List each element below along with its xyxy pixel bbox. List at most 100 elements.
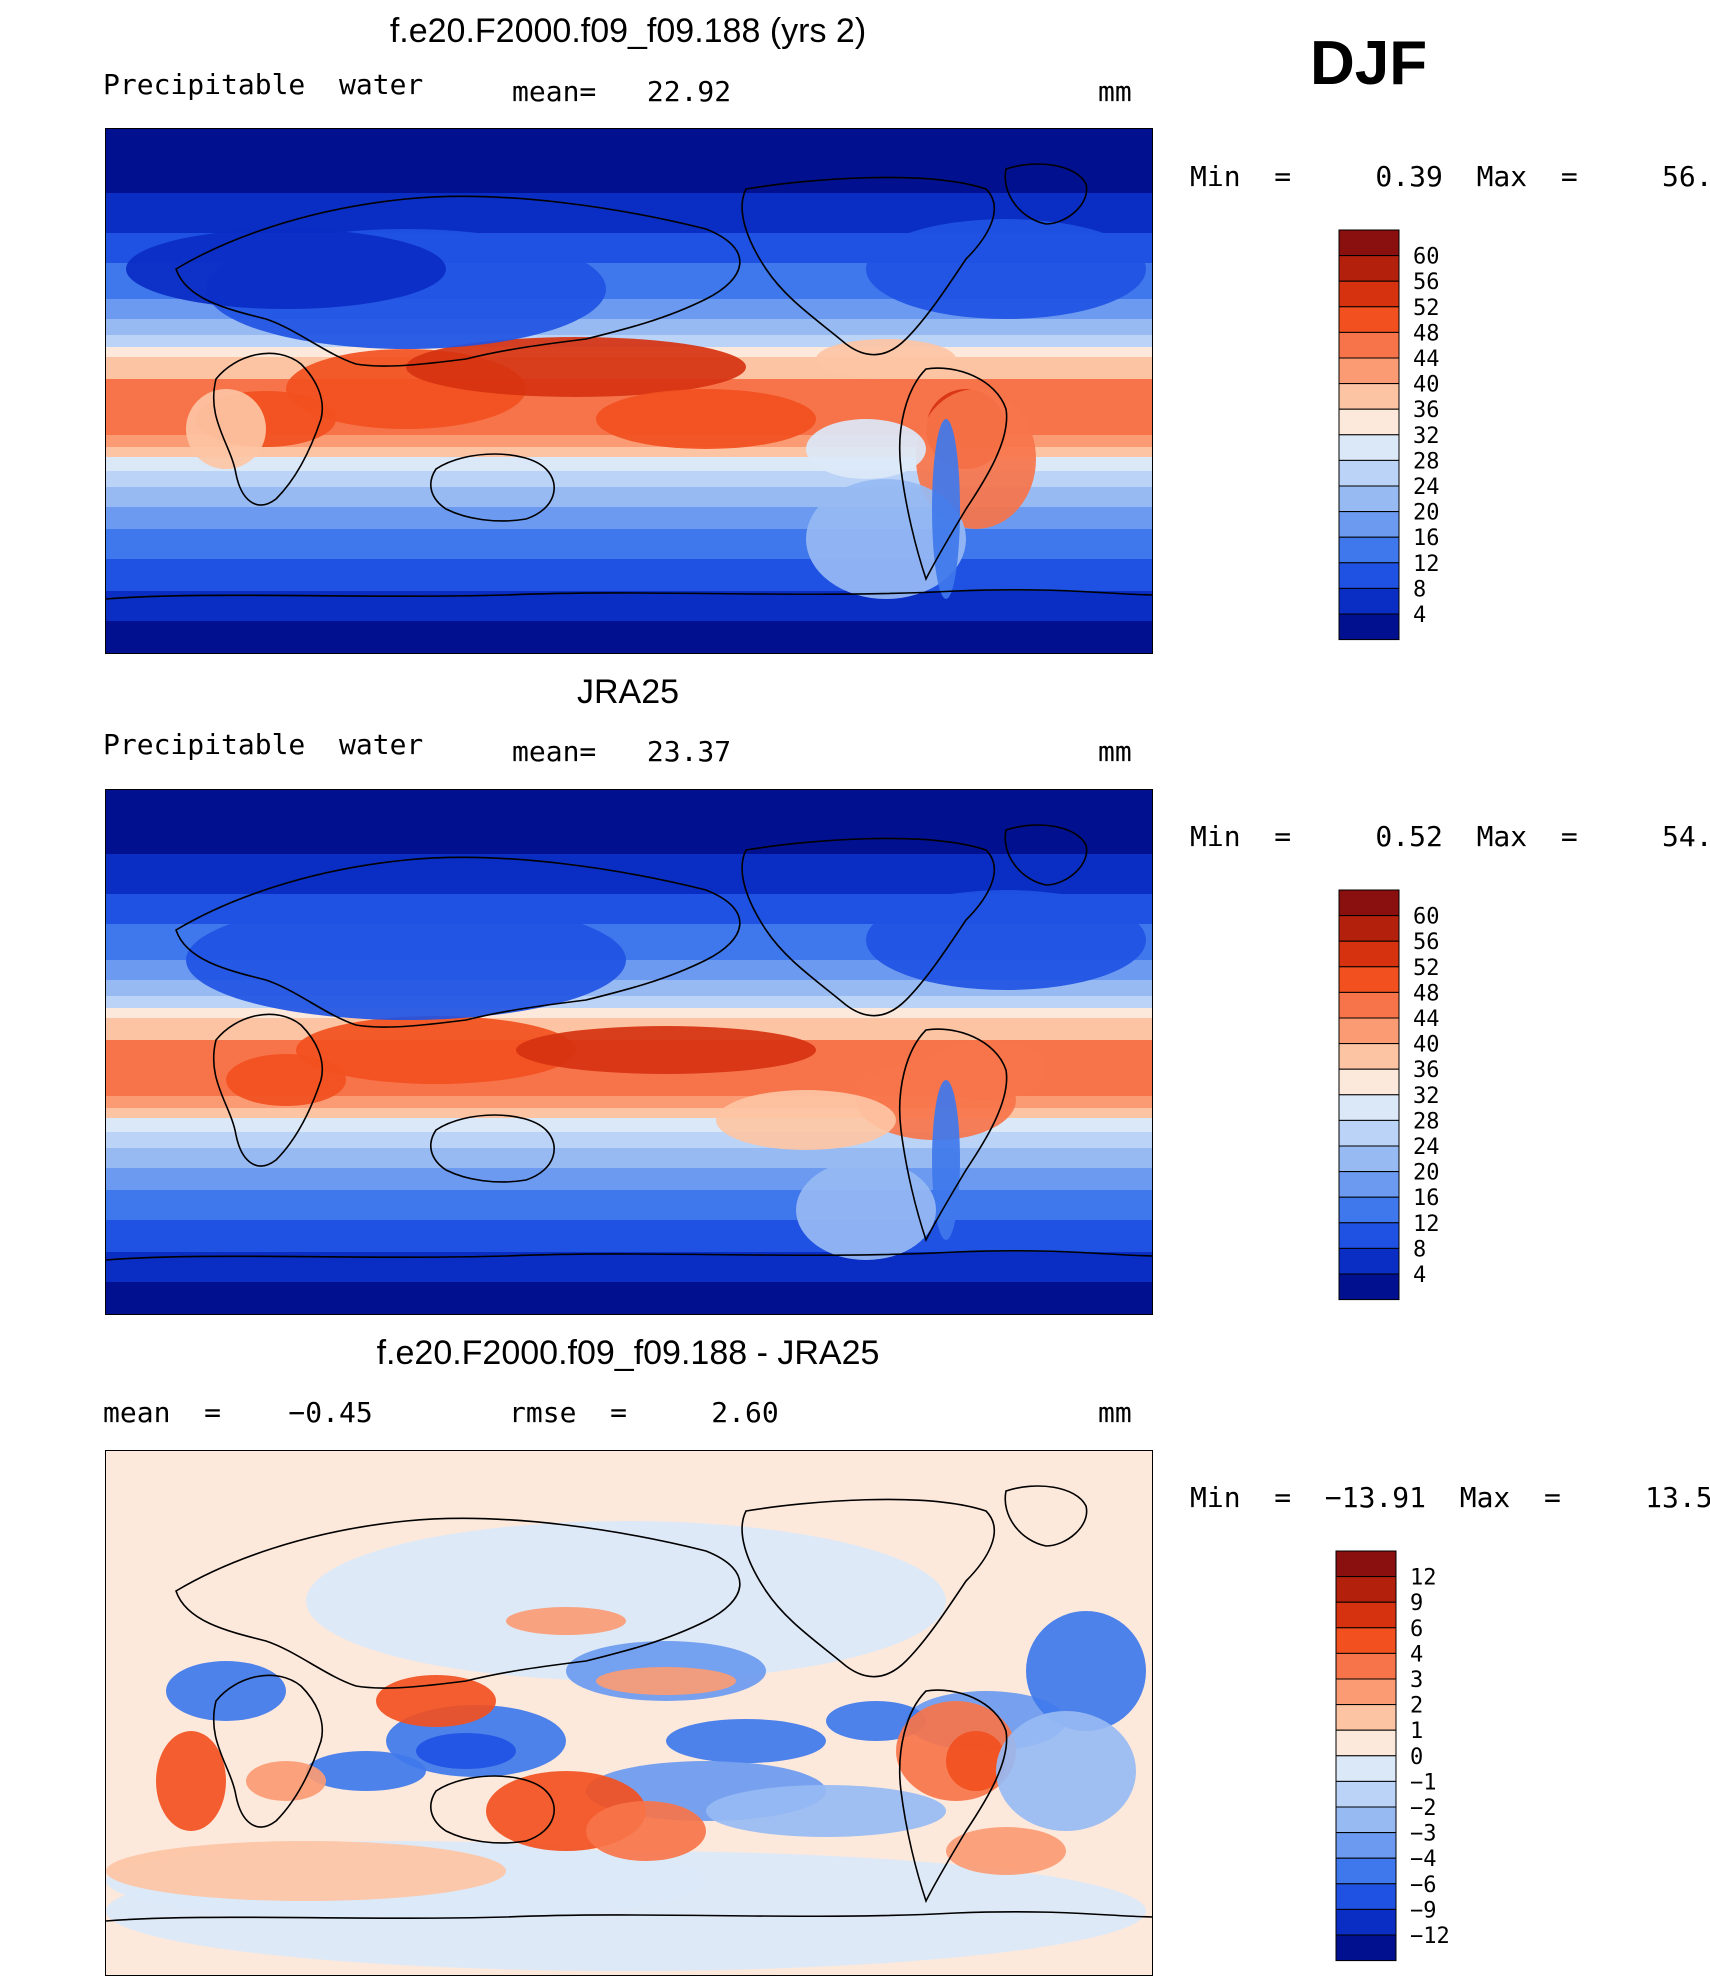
colorbar-tick-label: 24 bbox=[1413, 475, 1440, 500]
colorbar-swatch bbox=[1338, 255, 1400, 282]
colorbar-tick-label: 6 bbox=[1410, 1617, 1423, 1642]
coastline bbox=[741, 837, 996, 1017]
colorbar-tick-label: 32 bbox=[1413, 424, 1440, 449]
field-contour bbox=[666, 1719, 826, 1763]
coastline bbox=[1004, 163, 1088, 225]
colorbar-swatch bbox=[1338, 1094, 1400, 1121]
colorbar-tick-label: 36 bbox=[1413, 1058, 1440, 1083]
min-max-label: Min = −13.91 Max = 13.55 bbox=[1190, 1481, 1710, 1514]
field-band bbox=[106, 1108, 1152, 1118]
field-band bbox=[106, 1220, 1152, 1252]
colorbar-swatch bbox=[1335, 1857, 1397, 1885]
colorbar-tick-label: 52 bbox=[1413, 956, 1440, 981]
colorbar-tick-label: 36 bbox=[1413, 398, 1440, 423]
colorbar-tick-label: −2 bbox=[1410, 1796, 1437, 1821]
colorbar-tick-label: 9 bbox=[1410, 1591, 1423, 1616]
colorbar-swatch bbox=[1335, 1806, 1397, 1834]
field-contour bbox=[296, 1016, 576, 1084]
colorbar-swatch bbox=[1335, 1601, 1397, 1629]
colorbar-tick-label: 40 bbox=[1413, 1033, 1440, 1058]
field-contour bbox=[306, 1521, 946, 1681]
colorbar-swatch bbox=[1338, 587, 1400, 615]
precipitable-water-map bbox=[105, 128, 1153, 654]
colorbar-swatch bbox=[1335, 1652, 1397, 1680]
field-contour bbox=[376, 1675, 496, 1727]
field-contour bbox=[946, 1827, 1066, 1875]
mean-label: mean= 23.37 bbox=[512, 735, 732, 768]
coastline bbox=[898, 1028, 1008, 1243]
field-band bbox=[106, 529, 1152, 559]
colorbar-swatch bbox=[1338, 1171, 1400, 1198]
colorbar-tick-label: 16 bbox=[1413, 526, 1440, 551]
colorbar-tick-label: −6 bbox=[1410, 1873, 1437, 1898]
field-contour bbox=[126, 229, 446, 309]
colorbar-tick-label: 56 bbox=[1413, 930, 1440, 955]
coastline bbox=[741, 1498, 996, 1678]
field-contour bbox=[596, 1667, 736, 1695]
precipitable-water-map bbox=[105, 789, 1153, 1315]
colorbar-swatch bbox=[1335, 1576, 1397, 1603]
field-contour bbox=[186, 900, 626, 1020]
colorbar-swatch bbox=[1338, 940, 1400, 968]
coastline bbox=[430, 1775, 555, 1844]
colorbar: 12 9 6 4 3 2 1 0 −1 −2 −3 −4 −6 −9 −12 bbox=[1335, 1550, 1486, 1966]
colorbar-swatch bbox=[1338, 459, 1400, 487]
colorbar-swatch bbox=[1338, 1068, 1400, 1096]
field-band bbox=[106, 621, 1152, 653]
colorbar-tick-label: 8 bbox=[1413, 577, 1426, 602]
colorbar-swatch bbox=[1338, 613, 1400, 641]
coastline bbox=[1004, 1485, 1088, 1547]
colorbar-tick-label: 4 bbox=[1410, 1642, 1423, 1667]
colorbar-swatch bbox=[1338, 1145, 1400, 1173]
coastline bbox=[212, 1674, 324, 1828]
colorbar-tick-label: 28 bbox=[1413, 449, 1440, 474]
field-band bbox=[106, 1190, 1152, 1220]
colorbar-swatch bbox=[1338, 991, 1400, 1019]
mean-label: mean= 22.92 bbox=[512, 75, 732, 108]
colorbar-tick-label: 24 bbox=[1413, 1135, 1440, 1160]
colorbar-swatch bbox=[1338, 915, 1400, 942]
colorbar-swatch bbox=[1338, 1119, 1400, 1147]
field-contour bbox=[996, 1711, 1136, 1831]
colorbar-tick-label: 3 bbox=[1410, 1668, 1423, 1693]
coastline bbox=[106, 588, 1152, 600]
field-contour bbox=[866, 219, 1146, 319]
colorbar-swatch bbox=[1338, 562, 1400, 589]
field-band bbox=[106, 1282, 1152, 1314]
colorbar-swatch bbox=[1335, 1908, 1397, 1936]
colorbar-swatch bbox=[1335, 1883, 1397, 1910]
panel-title: JRA25 bbox=[576, 673, 680, 711]
colorbar-tick-label: 32 bbox=[1413, 1084, 1440, 1109]
coastline bbox=[741, 176, 996, 356]
variable-label: Precipitable water bbox=[103, 68, 424, 101]
colorbar-swatch bbox=[1335, 1755, 1397, 1782]
colorbar-tick-label: 1 bbox=[1410, 1719, 1423, 1744]
colorbar-swatch bbox=[1335, 1704, 1397, 1731]
coastline bbox=[175, 1517, 741, 1689]
season-label: DJF bbox=[1310, 29, 1428, 98]
field-contour bbox=[806, 479, 966, 599]
colorbar-tick-label: 4 bbox=[1413, 603, 1426, 628]
colorbar-tick-label: −1 bbox=[1410, 1770, 1437, 1795]
units-label: mm bbox=[1098, 735, 1132, 768]
coastline bbox=[898, 367, 1008, 582]
colorbar-swatch bbox=[1338, 306, 1400, 333]
coastline bbox=[1004, 824, 1088, 886]
colorbar-swatch bbox=[1338, 383, 1400, 410]
colorbar-tick-label: 28 bbox=[1413, 1109, 1440, 1134]
colorbar-tick-label: 56 bbox=[1413, 270, 1440, 295]
colorbar-tick-label: 12 bbox=[1413, 1212, 1440, 1237]
field-contour bbox=[186, 389, 266, 469]
colorbar-tick-label: 60 bbox=[1413, 905, 1440, 930]
field-band bbox=[106, 1008, 1152, 1018]
field-contour bbox=[406, 337, 746, 397]
colorbar-swatch bbox=[1338, 331, 1400, 359]
units-label: mm bbox=[1098, 1396, 1132, 1429]
field-contour bbox=[416, 1733, 516, 1769]
field-contour bbox=[932, 419, 960, 599]
field-contour bbox=[586, 1801, 706, 1861]
field-contour bbox=[716, 1090, 896, 1150]
coastline bbox=[430, 1114, 555, 1183]
colorbar-swatch bbox=[1338, 485, 1400, 513]
colorbar-swatch bbox=[1338, 434, 1400, 461]
